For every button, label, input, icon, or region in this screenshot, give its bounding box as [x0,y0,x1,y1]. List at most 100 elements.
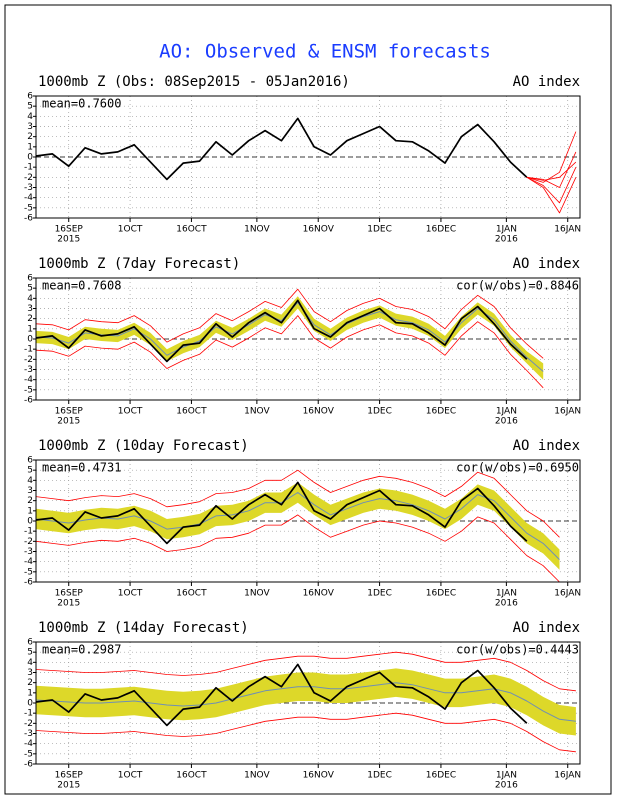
plot-border [35,95,581,219]
cor-label: cor(w/obs)=0.8846 [456,279,579,293]
y-tick-label: -2 [24,537,33,547]
observed-line [35,481,528,545]
y-tick-label: 4 [27,658,33,668]
x-tick-label: 1DEC [367,589,392,599]
y-tick-label: 0 [27,517,33,527]
y-tick-label: 1 [27,506,33,516]
plot-border [35,459,581,583]
member-line [526,161,577,181]
panel-right-title: AO index [513,256,580,272]
panel-title: 1000mb Z (7day Forecast) [38,256,240,272]
x-tick-label: 1NOV [244,225,270,235]
year-label: 2016 [495,235,518,245]
page-title: AO: Observed & ENSM forecasts [159,41,491,63]
plot-border [35,277,581,401]
x-tick-label: 16NOV [303,407,335,417]
x-tick-label: 1JAN [496,771,517,781]
y-tick-label: 6 [27,274,33,284]
y-tick-label: 1 [27,142,33,152]
x-tick-label: 16DEC [426,407,456,417]
y-tick-label: -1 [24,527,33,537]
extreme-line [35,315,544,389]
y-tick-label: -3 [24,183,33,193]
x-tick-label: 1OCT [118,225,143,235]
observed-line [35,299,528,363]
y-tick-label: -4 [24,739,33,749]
y-tick-label: 4 [27,112,33,122]
x-tick-label: 1DEC [367,771,392,781]
y-tick-label: -6 [24,760,33,770]
y-tick-label: 1 [27,688,33,698]
x-tick-label: 16OCT [176,771,207,781]
x-tick-label: 16JAN [554,407,581,417]
y-tick-label: 5 [27,102,33,112]
y-tick-label: -2 [24,173,33,183]
year-label: 2016 [495,599,518,609]
mean-label: mean=0.7608 [42,279,121,293]
y-tick-label: -3 [24,365,33,375]
year-label: 2016 [495,781,518,791]
x-tick-label: 1JAN [496,225,517,235]
x-tick-label: 16OCT [176,407,207,417]
x-tick-label: 1OCT [118,407,143,417]
x-tick-label: 16JAN [554,589,581,599]
x-tick-label: 1JAN [496,589,517,599]
x-tick-label: 16SEP [55,225,84,235]
panel-title: 1000mb Z (14day Forecast) [38,620,249,636]
x-tick-label: 1OCT [118,771,143,781]
y-tick-label: 4 [27,476,33,486]
panel-right-title: AO index [513,74,580,90]
y-tick-label: -5 [24,567,33,577]
panel-right-title: AO index [513,438,580,454]
member-line [526,176,577,214]
year-label: 2015 [57,417,80,427]
cor-label: cor(w/obs)=0.6950 [456,461,579,475]
y-tick-label: -6 [24,396,33,406]
panel-title: 1000mb Z (10day Forecast) [38,438,249,454]
y-tick-label: 1 [27,324,33,334]
x-tick-label: 16NOV [303,771,335,781]
y-tick-label: -4 [24,375,33,385]
y-tick-label: -2 [24,719,33,729]
x-tick-label: 16DEC [426,771,456,781]
observed-line [35,117,528,181]
x-tick-label: 1DEC [367,225,392,235]
y-tick-label: 4 [27,294,33,304]
x-tick-label: 1JAN [496,407,517,417]
y-tick-label: -2 [24,355,33,365]
x-tick-label: 16NOV [303,225,335,235]
year-label: 2015 [57,599,80,609]
y-tick-label: 2 [27,314,33,324]
y-tick-label: 6 [27,456,33,466]
observed-line [35,663,528,727]
ensemble-mean-line [35,492,560,560]
frame [4,4,612,795]
y-tick-label: 5 [27,284,33,294]
y-tick-label: -4 [24,557,33,567]
x-tick-label: 1NOV [244,771,270,781]
x-tick-label: 16SEP [55,771,84,781]
y-tick-label: -4 [24,193,33,203]
y-tick-label: 0 [27,153,33,163]
y-tick-label: -3 [24,547,33,557]
y-tick-label: 0 [27,335,33,345]
y-tick-label: -1 [24,709,33,719]
mean-label: mean=0.2987 [42,643,121,657]
y-tick-label: -5 [24,203,33,213]
y-tick-label: -1 [24,163,33,173]
x-tick-label: 16JAN [554,771,581,781]
y-tick-label: 2 [27,496,33,506]
x-tick-label: 1DEC [367,407,392,417]
x-tick-label: 16NOV [303,589,335,599]
x-tick-label: 16DEC [426,589,456,599]
y-tick-label: 3 [27,304,33,314]
member-line [526,167,577,204]
y-tick-label: -6 [24,578,33,588]
panel-right-title: AO index [513,620,580,636]
y-tick-label: 3 [27,486,33,496]
ensemble-mean-line [35,682,576,722]
x-tick-label: 1OCT [118,589,143,599]
y-tick-label: -1 [24,345,33,355]
extreme-line [35,288,544,359]
